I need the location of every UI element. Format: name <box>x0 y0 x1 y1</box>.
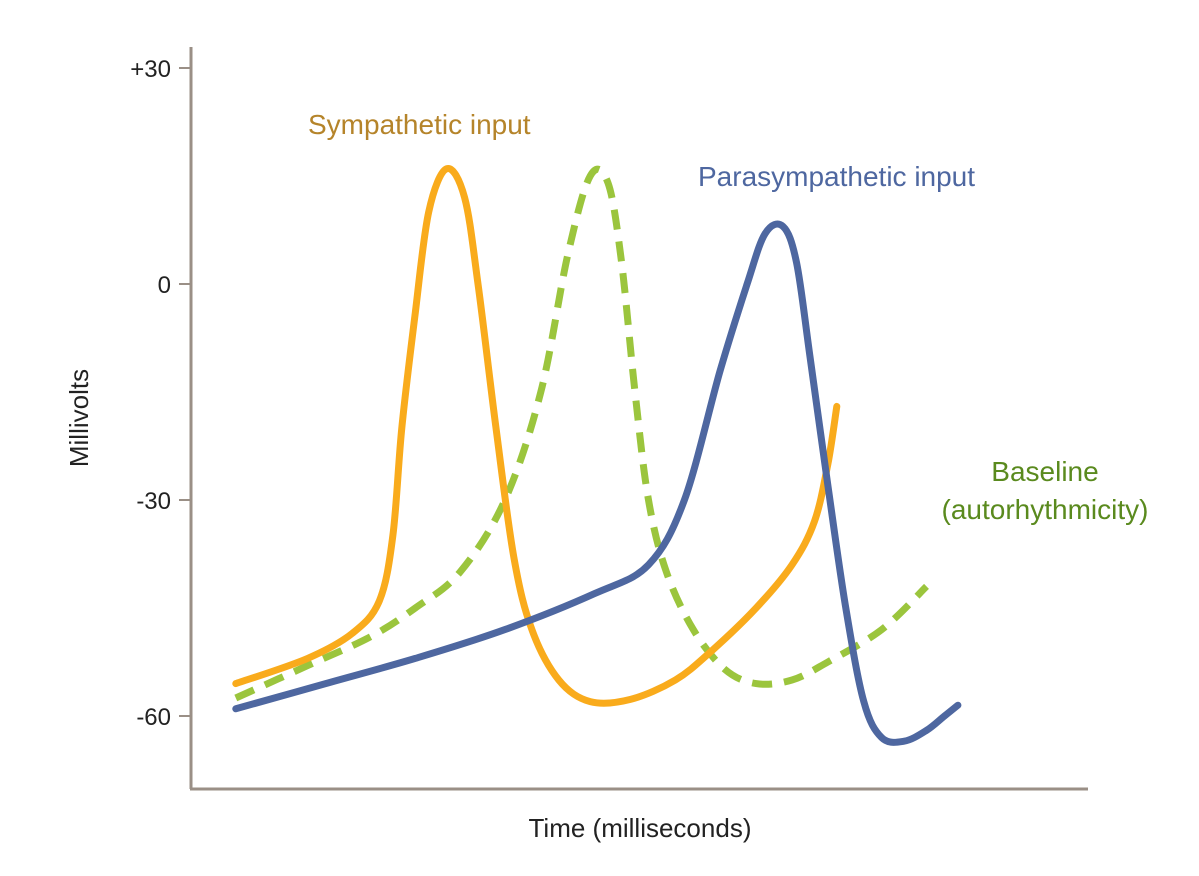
y-tick-label: -30 <box>136 488 171 515</box>
sympathetic-input-line <box>232 165 841 707</box>
series-lines <box>232 165 962 746</box>
y-axis-title: Millivolts <box>64 369 94 467</box>
axes <box>189 47 1088 791</box>
y-tick-label: 0 <box>158 272 171 299</box>
baseline-label: Baseline <box>991 456 1098 487</box>
sympathetic-input-label: Sympathetic input <box>308 109 531 140</box>
parasympathetic-input-label: Parasympathetic input <box>698 161 975 192</box>
x-axis-title: Time (milliseconds) <box>529 813 752 843</box>
y-ticks: +30 0 -30 -60 <box>130 56 191 731</box>
y-tick-label: -60 <box>136 704 171 731</box>
baseline-autorhythmicity-line <box>234 165 929 702</box>
parasympathetic-input-line <box>232 220 962 746</box>
y-tick-label: +30 <box>130 56 171 83</box>
autorhythmicity-label: (autorhythmicity) <box>942 494 1149 525</box>
